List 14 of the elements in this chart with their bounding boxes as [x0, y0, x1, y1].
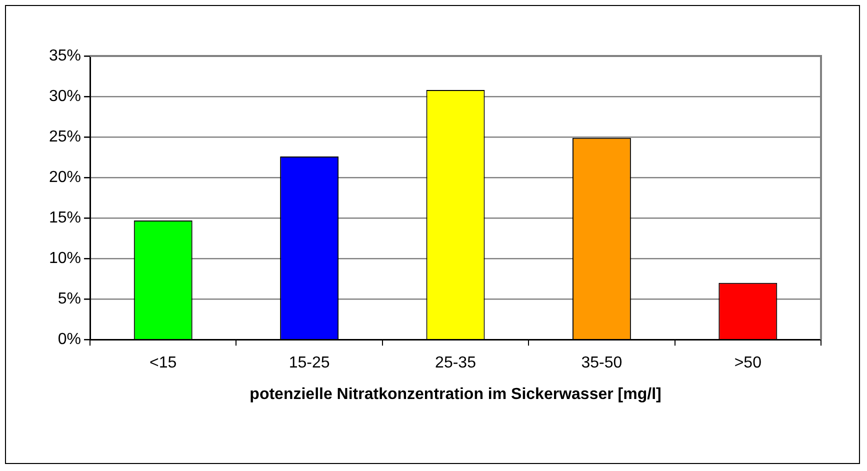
- y-tick-label: 5%: [58, 290, 82, 308]
- y-tick-label: 20%: [48, 168, 82, 186]
- x-tick-label: 25-35: [435, 354, 476, 372]
- x-tick-label: <15: [150, 354, 177, 372]
- x-tick-label: >50: [734, 354, 762, 372]
- y-tick-label: 15%: [48, 209, 82, 226]
- y-tick-label: 25%: [48, 128, 82, 146]
- y-tick-label: 30%: [48, 88, 82, 105]
- x-tick-label: 15-25: [288, 354, 330, 372]
- y-tick-label: 10%: [48, 250, 82, 267]
- x-axis-title: potenzielle Nitratkonzentration im Sickerwasser [mg/l]: [250, 386, 662, 403]
- y-tick-label: 0%: [58, 331, 82, 348]
- y-tick-label: 35%: [48, 47, 82, 64]
- x-tick-label: 35-50: [581, 354, 622, 372]
